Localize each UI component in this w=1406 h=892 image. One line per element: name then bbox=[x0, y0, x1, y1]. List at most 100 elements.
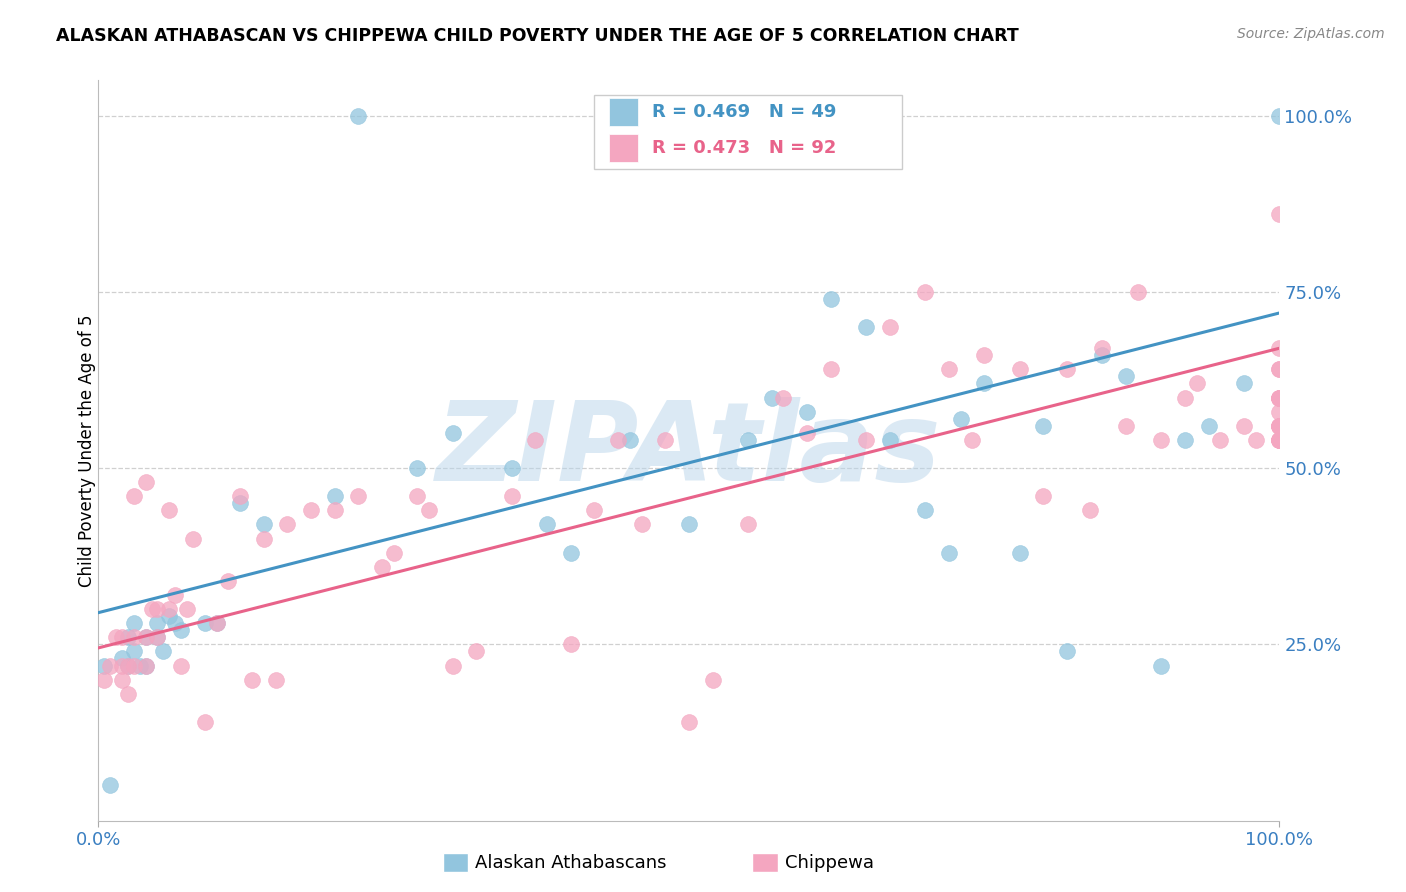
Point bbox=[1268, 418, 1291, 433]
Point bbox=[240, 673, 263, 687]
FancyBboxPatch shape bbox=[595, 95, 901, 169]
Point bbox=[1080, 503, 1102, 517]
Point bbox=[217, 574, 239, 588]
Point bbox=[1150, 658, 1173, 673]
Point bbox=[93, 673, 115, 687]
Point bbox=[105, 630, 128, 644]
Point bbox=[973, 348, 995, 362]
Point bbox=[1268, 405, 1291, 419]
Point bbox=[323, 489, 346, 503]
Point bbox=[879, 320, 901, 334]
Point bbox=[122, 630, 145, 644]
Point bbox=[879, 433, 901, 447]
Point bbox=[855, 320, 877, 334]
Point bbox=[1174, 391, 1197, 405]
Point bbox=[98, 778, 121, 792]
Point bbox=[1008, 546, 1031, 560]
Point bbox=[1126, 285, 1149, 299]
Point bbox=[1268, 418, 1291, 433]
Point bbox=[914, 503, 936, 517]
Point bbox=[1233, 418, 1256, 433]
Point bbox=[855, 433, 877, 447]
Point bbox=[737, 517, 759, 532]
FancyBboxPatch shape bbox=[609, 134, 638, 161]
Point bbox=[264, 673, 287, 687]
Point bbox=[1268, 391, 1291, 405]
Text: Chippewa: Chippewa bbox=[785, 854, 873, 871]
Point bbox=[382, 546, 405, 560]
Point bbox=[152, 644, 174, 658]
Point bbox=[536, 517, 558, 532]
Point bbox=[962, 433, 984, 447]
Point bbox=[135, 658, 157, 673]
Point bbox=[117, 658, 139, 673]
Point bbox=[654, 433, 676, 447]
Point bbox=[157, 609, 180, 624]
Point bbox=[1268, 433, 1291, 447]
Point bbox=[796, 405, 818, 419]
Point bbox=[135, 475, 157, 490]
Point bbox=[702, 673, 724, 687]
Point bbox=[583, 503, 606, 517]
Point bbox=[1244, 433, 1267, 447]
Point bbox=[253, 517, 276, 532]
Point bbox=[1268, 433, 1291, 447]
Point bbox=[1056, 644, 1078, 658]
Point bbox=[181, 532, 204, 546]
Point bbox=[737, 433, 759, 447]
Point bbox=[1268, 433, 1291, 447]
Point bbox=[1268, 391, 1291, 405]
Point bbox=[98, 658, 121, 673]
Point bbox=[938, 546, 960, 560]
Point bbox=[1056, 362, 1078, 376]
Point bbox=[1268, 362, 1291, 376]
Point bbox=[111, 651, 134, 665]
Point bbox=[1091, 348, 1114, 362]
Text: ALASKAN ATHABASCAN VS CHIPPEWA CHILD POVERTY UNDER THE AGE OF 5 CORRELATION CHAR: ALASKAN ATHABASCAN VS CHIPPEWA CHILD POV… bbox=[56, 27, 1019, 45]
Point bbox=[1268, 207, 1291, 221]
Point bbox=[1209, 433, 1232, 447]
Point bbox=[205, 616, 228, 631]
Point bbox=[1268, 341, 1291, 355]
Point bbox=[406, 489, 429, 503]
Point bbox=[1268, 391, 1291, 405]
Point bbox=[1032, 489, 1054, 503]
Point bbox=[1008, 362, 1031, 376]
Text: R = 0.469   N = 49: R = 0.469 N = 49 bbox=[652, 103, 837, 121]
Point bbox=[371, 559, 394, 574]
Point bbox=[205, 616, 228, 631]
Point bbox=[170, 624, 193, 638]
Point bbox=[170, 658, 193, 673]
FancyBboxPatch shape bbox=[609, 98, 638, 126]
Point bbox=[111, 658, 134, 673]
Point bbox=[1032, 418, 1054, 433]
Point bbox=[135, 658, 157, 673]
Point bbox=[501, 489, 523, 503]
Point bbox=[93, 658, 115, 673]
Point bbox=[122, 658, 145, 673]
Point bbox=[1185, 376, 1208, 391]
Point bbox=[1091, 341, 1114, 355]
Point bbox=[194, 616, 217, 631]
Point bbox=[630, 517, 652, 532]
Point bbox=[347, 109, 370, 123]
Point bbox=[117, 687, 139, 701]
Point bbox=[678, 517, 700, 532]
Point bbox=[165, 616, 187, 631]
Point bbox=[1268, 433, 1291, 447]
Point bbox=[176, 602, 198, 616]
Point bbox=[465, 644, 488, 658]
Point bbox=[111, 630, 134, 644]
Point bbox=[122, 489, 145, 503]
Point bbox=[146, 616, 169, 631]
Point bbox=[1268, 109, 1291, 123]
Point bbox=[914, 285, 936, 299]
Point bbox=[820, 362, 842, 376]
Point bbox=[1115, 418, 1137, 433]
Point bbox=[1150, 433, 1173, 447]
Point bbox=[141, 602, 163, 616]
Text: Alaskan Athabascans: Alaskan Athabascans bbox=[475, 854, 666, 871]
Point bbox=[820, 292, 842, 306]
Point bbox=[146, 630, 169, 644]
Point bbox=[146, 630, 169, 644]
